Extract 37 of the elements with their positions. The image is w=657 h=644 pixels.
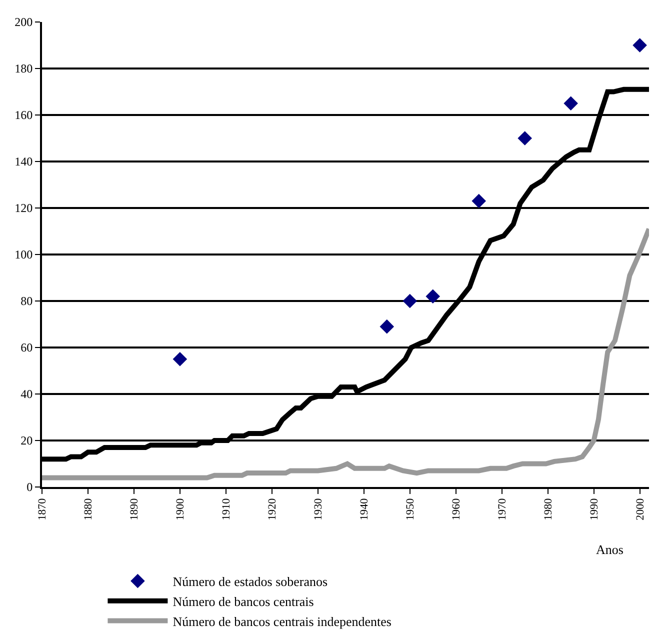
x-tick-label: 1910 [220,498,233,520]
y-tick-label: 180 [14,62,33,76]
y-tick-label: 120 [14,201,33,216]
point [518,131,532,146]
x-tick-label: 1930 [312,498,324,520]
y-tick-label: 20 [20,434,33,448]
x-tick-label: 1870 [36,498,49,520]
x-tick-label: 1970 [496,498,508,520]
y-tick-label: 140 [14,154,33,169]
x-tick-label: 1900 [174,498,187,520]
point [172,352,188,366]
x-tick-label: 1880 [82,498,95,520]
legend-label: Número de bancos centrais independentes [172,614,392,629]
x-tick-label: 2000 [634,498,646,520]
x-tick-label: 1890 [128,498,141,520]
x-tick-label: 1950 [404,498,416,520]
x-tick-label: 1920 [266,498,278,520]
point [402,294,418,308]
y-tick-label: 200 [14,15,33,30]
y-tick-label: 60 [20,340,33,355]
point [426,289,440,304]
point [380,319,394,334]
y-tick-label: 0 [26,480,33,494]
y-tick-label: 160 [14,108,33,122]
point [472,194,486,208]
legend-label: Número de bancos centrais [172,594,314,609]
point [632,38,647,52]
point [564,96,578,111]
x-tick-label: 1940 [358,498,370,520]
y-tick-label: 100 [14,248,33,262]
y-tick-label: 80 [20,294,33,308]
legend-label: Número de estados soberanos [172,574,328,590]
x-tick-label: 1980 [542,498,554,520]
x-axis-title: Anos [596,542,624,557]
y-tick-label: 40 [20,387,33,402]
x-tick-label: 1990 [588,498,600,520]
x-tick-label: 1960 [450,498,462,520]
